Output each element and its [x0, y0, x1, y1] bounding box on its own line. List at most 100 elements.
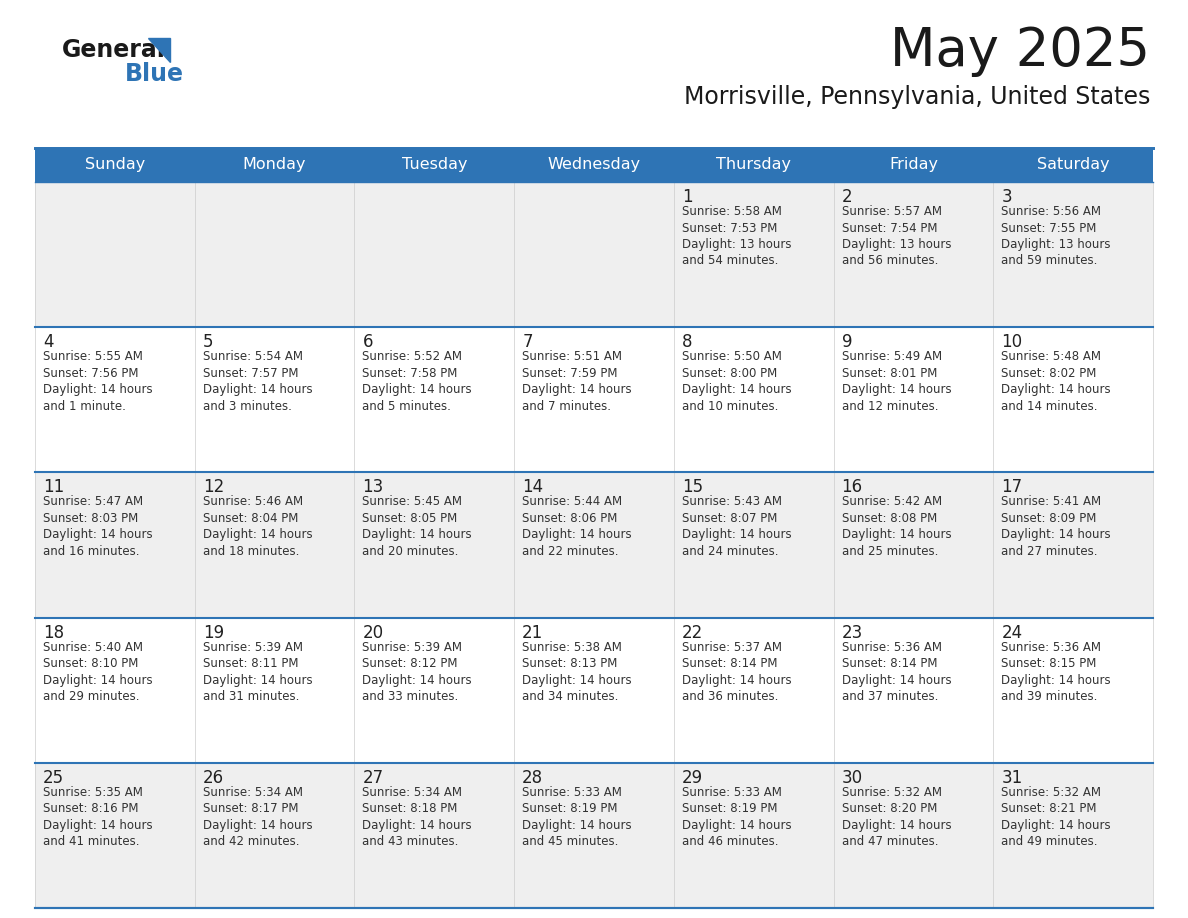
Text: 11: 11	[43, 478, 64, 497]
Bar	[354, 327, 514, 473]
Text: 13: 13	[362, 478, 384, 497]
Bar	[354, 473, 514, 618]
Text: Thursday: Thursday	[716, 158, 791, 173]
Bar	[993, 763, 1154, 908]
Text: Monday: Monday	[242, 158, 307, 173]
Bar	[993, 148, 1154, 182]
Text: Sunrise: 5:49 AM
Sunset: 8:01 PM
Daylight: 14 hours
and 12 minutes.: Sunrise: 5:49 AM Sunset: 8:01 PM Dayligh…	[841, 350, 952, 413]
Bar	[354, 148, 514, 182]
Text: Sunrise: 5:58 AM
Sunset: 7:53 PM
Daylight: 13 hours
and 54 minutes.: Sunrise: 5:58 AM Sunset: 7:53 PM Dayligh…	[682, 205, 791, 267]
Bar	[354, 763, 514, 908]
Text: Sunrise: 5:36 AM
Sunset: 8:14 PM
Daylight: 14 hours
and 37 minutes.: Sunrise: 5:36 AM Sunset: 8:14 PM Dayligh…	[841, 641, 952, 703]
Bar	[834, 327, 993, 473]
Text: 3: 3	[1001, 188, 1012, 206]
Bar	[674, 763, 834, 908]
Bar	[514, 763, 674, 908]
Bar	[34, 148, 195, 182]
Text: Sunrise: 5:33 AM
Sunset: 8:19 PM
Daylight: 14 hours
and 45 minutes.: Sunrise: 5:33 AM Sunset: 8:19 PM Dayligh…	[523, 786, 632, 848]
Text: 7: 7	[523, 333, 532, 352]
Text: 12: 12	[203, 478, 225, 497]
Bar	[993, 327, 1154, 473]
Bar	[195, 473, 354, 618]
Bar	[34, 763, 195, 908]
Text: 23: 23	[841, 623, 862, 642]
Text: 21: 21	[523, 623, 543, 642]
Text: 6: 6	[362, 333, 373, 352]
Bar	[674, 327, 834, 473]
Bar	[195, 618, 354, 763]
Bar	[993, 618, 1154, 763]
Text: Blue: Blue	[125, 62, 184, 86]
Text: General: General	[62, 38, 166, 62]
Polygon shape	[148, 38, 170, 62]
Text: Sunrise: 5:51 AM
Sunset: 7:59 PM
Daylight: 14 hours
and 7 minutes.: Sunrise: 5:51 AM Sunset: 7:59 PM Dayligh…	[523, 350, 632, 413]
Bar	[195, 182, 354, 327]
Bar	[195, 327, 354, 473]
Text: 26: 26	[203, 768, 223, 787]
Text: Sunrise: 5:34 AM
Sunset: 8:17 PM
Daylight: 14 hours
and 42 minutes.: Sunrise: 5:34 AM Sunset: 8:17 PM Dayligh…	[203, 786, 312, 848]
Text: Sunrise: 5:40 AM
Sunset: 8:10 PM
Daylight: 14 hours
and 29 minutes.: Sunrise: 5:40 AM Sunset: 8:10 PM Dayligh…	[43, 641, 152, 703]
Text: Sunrise: 5:46 AM
Sunset: 8:04 PM
Daylight: 14 hours
and 18 minutes.: Sunrise: 5:46 AM Sunset: 8:04 PM Dayligh…	[203, 496, 312, 558]
Text: 1: 1	[682, 188, 693, 206]
Text: Sunrise: 5:34 AM
Sunset: 8:18 PM
Daylight: 14 hours
and 43 minutes.: Sunrise: 5:34 AM Sunset: 8:18 PM Dayligh…	[362, 786, 472, 848]
Text: Sunrise: 5:33 AM
Sunset: 8:19 PM
Daylight: 14 hours
and 46 minutes.: Sunrise: 5:33 AM Sunset: 8:19 PM Dayligh…	[682, 786, 791, 848]
Text: Sunrise: 5:57 AM
Sunset: 7:54 PM
Daylight: 13 hours
and 56 minutes.: Sunrise: 5:57 AM Sunset: 7:54 PM Dayligh…	[841, 205, 952, 267]
Text: 2: 2	[841, 188, 852, 206]
Text: Sunrise: 5:50 AM
Sunset: 8:00 PM
Daylight: 14 hours
and 10 minutes.: Sunrise: 5:50 AM Sunset: 8:00 PM Dayligh…	[682, 350, 791, 413]
Bar	[514, 182, 674, 327]
Text: May 2025: May 2025	[890, 25, 1150, 77]
Bar	[514, 327, 674, 473]
Bar	[514, 473, 674, 618]
Text: Saturday: Saturday	[1037, 158, 1110, 173]
Text: Sunrise: 5:54 AM
Sunset: 7:57 PM
Daylight: 14 hours
and 3 minutes.: Sunrise: 5:54 AM Sunset: 7:57 PM Dayligh…	[203, 350, 312, 413]
Bar	[514, 148, 674, 182]
Bar	[354, 182, 514, 327]
Bar	[34, 473, 195, 618]
Text: 19: 19	[203, 623, 223, 642]
Text: Sunrise: 5:32 AM
Sunset: 8:21 PM
Daylight: 14 hours
and 49 minutes.: Sunrise: 5:32 AM Sunset: 8:21 PM Dayligh…	[1001, 786, 1111, 848]
Bar	[834, 182, 993, 327]
Text: 27: 27	[362, 768, 384, 787]
Text: Sunrise: 5:36 AM
Sunset: 8:15 PM
Daylight: 14 hours
and 39 minutes.: Sunrise: 5:36 AM Sunset: 8:15 PM Dayligh…	[1001, 641, 1111, 703]
Text: 28: 28	[523, 768, 543, 787]
Bar	[834, 473, 993, 618]
Text: Sunrise: 5:55 AM
Sunset: 7:56 PM
Daylight: 14 hours
and 1 minute.: Sunrise: 5:55 AM Sunset: 7:56 PM Dayligh…	[43, 350, 152, 413]
Bar	[514, 618, 674, 763]
Text: Friday: Friday	[889, 158, 939, 173]
Text: 8: 8	[682, 333, 693, 352]
Text: 20: 20	[362, 623, 384, 642]
Text: 29: 29	[682, 768, 703, 787]
Text: Sunday: Sunday	[84, 158, 145, 173]
Text: Sunrise: 5:43 AM
Sunset: 8:07 PM
Daylight: 14 hours
and 24 minutes.: Sunrise: 5:43 AM Sunset: 8:07 PM Dayligh…	[682, 496, 791, 558]
Text: Sunrise: 5:39 AM
Sunset: 8:12 PM
Daylight: 14 hours
and 33 minutes.: Sunrise: 5:39 AM Sunset: 8:12 PM Dayligh…	[362, 641, 472, 703]
Text: Sunrise: 5:38 AM
Sunset: 8:13 PM
Daylight: 14 hours
and 34 minutes.: Sunrise: 5:38 AM Sunset: 8:13 PM Dayligh…	[523, 641, 632, 703]
Text: Sunrise: 5:47 AM
Sunset: 8:03 PM
Daylight: 14 hours
and 16 minutes.: Sunrise: 5:47 AM Sunset: 8:03 PM Dayligh…	[43, 496, 152, 558]
Bar	[674, 182, 834, 327]
Bar	[834, 763, 993, 908]
Text: 17: 17	[1001, 478, 1023, 497]
Text: Sunrise: 5:32 AM
Sunset: 8:20 PM
Daylight: 14 hours
and 47 minutes.: Sunrise: 5:32 AM Sunset: 8:20 PM Dayligh…	[841, 786, 952, 848]
Bar	[674, 618, 834, 763]
Text: 15: 15	[682, 478, 703, 497]
Text: 24: 24	[1001, 623, 1023, 642]
Text: 25: 25	[43, 768, 64, 787]
Text: Morrisville, Pennsylvania, United States: Morrisville, Pennsylvania, United States	[683, 85, 1150, 109]
Text: Wednesday: Wednesday	[548, 158, 640, 173]
Text: Tuesday: Tuesday	[402, 158, 467, 173]
Text: 14: 14	[523, 478, 543, 497]
Bar	[993, 473, 1154, 618]
Text: 9: 9	[841, 333, 852, 352]
Bar	[674, 473, 834, 618]
Text: Sunrise: 5:48 AM
Sunset: 8:02 PM
Daylight: 14 hours
and 14 minutes.: Sunrise: 5:48 AM Sunset: 8:02 PM Dayligh…	[1001, 350, 1111, 413]
Text: 10: 10	[1001, 333, 1023, 352]
Text: 16: 16	[841, 478, 862, 497]
Text: Sunrise: 5:39 AM
Sunset: 8:11 PM
Daylight: 14 hours
and 31 minutes.: Sunrise: 5:39 AM Sunset: 8:11 PM Dayligh…	[203, 641, 312, 703]
Text: 4: 4	[43, 333, 53, 352]
Text: Sunrise: 5:45 AM
Sunset: 8:05 PM
Daylight: 14 hours
and 20 minutes.: Sunrise: 5:45 AM Sunset: 8:05 PM Dayligh…	[362, 496, 472, 558]
Text: Sunrise: 5:44 AM
Sunset: 8:06 PM
Daylight: 14 hours
and 22 minutes.: Sunrise: 5:44 AM Sunset: 8:06 PM Dayligh…	[523, 496, 632, 558]
Text: 31: 31	[1001, 768, 1023, 787]
Text: 22: 22	[682, 623, 703, 642]
Bar	[354, 618, 514, 763]
Text: 30: 30	[841, 768, 862, 787]
Bar	[993, 182, 1154, 327]
